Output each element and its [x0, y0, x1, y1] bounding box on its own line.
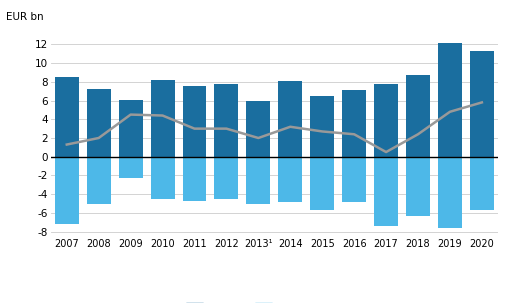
- Bar: [310, 157, 334, 210]
- Bar: [55, 157, 79, 224]
- Bar: [55, 77, 79, 157]
- Bar: [470, 157, 494, 210]
- Bar: [150, 80, 175, 157]
- Bar: [150, 157, 175, 199]
- Bar: [310, 96, 334, 157]
- Legend: Credit, Debit, Net: Credit, Debit, Net: [182, 298, 367, 303]
- Bar: [119, 157, 143, 178]
- Bar: [214, 84, 238, 157]
- Bar: [438, 157, 462, 228]
- Bar: [182, 85, 206, 157]
- Bar: [470, 51, 494, 157]
- Bar: [374, 157, 398, 226]
- Bar: [246, 157, 270, 204]
- Bar: [342, 157, 366, 202]
- Text: EUR bn: EUR bn: [6, 12, 44, 22]
- Bar: [87, 157, 111, 204]
- Bar: [406, 75, 430, 157]
- Bar: [246, 102, 270, 157]
- Bar: [342, 90, 366, 157]
- Bar: [182, 157, 206, 201]
- Bar: [87, 89, 111, 157]
- Bar: [374, 84, 398, 157]
- Bar: [119, 100, 143, 157]
- Bar: [406, 157, 430, 216]
- Bar: [278, 81, 302, 157]
- Bar: [278, 157, 302, 202]
- Bar: [438, 43, 462, 157]
- Bar: [214, 157, 238, 199]
